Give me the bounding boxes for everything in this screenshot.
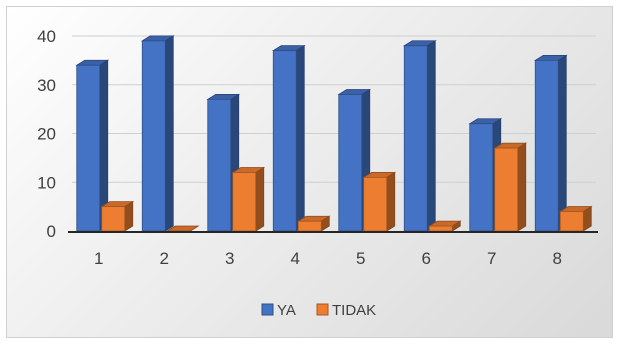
x-tick-label: 5: [356, 249, 365, 268]
y-tick-label: 20: [37, 125, 56, 144]
y-tick-label: 10: [37, 173, 56, 192]
x-tick-label: 2: [160, 249, 169, 268]
bar-ya-3: [206, 93, 241, 232]
y-axis-tick-labels: 0 10 20 30 40: [37, 27, 56, 241]
bars: [75, 35, 593, 232]
bar-tidak-8: [558, 205, 593, 232]
bar-tidak-3: [231, 166, 266, 232]
bar-ya-2: [140, 35, 175, 232]
bar-ya-1: [75, 59, 110, 232]
y-tick-label: 40: [37, 27, 56, 46]
bar-ya-8: [533, 54, 568, 232]
legend-swatch-ya: [261, 303, 274, 316]
legend-label-tidak: TIDAK: [332, 302, 376, 319]
legend: YA TIDAK: [261, 302, 376, 319]
x-axis-tick-labels: 1 2 3 4 5 6 7 8: [94, 249, 562, 268]
bar-tidak-1: [100, 200, 135, 232]
bar-ya-4: [271, 44, 306, 232]
bar-tidak-4: [296, 215, 331, 232]
x-tick-label: 3: [225, 249, 234, 268]
x-tick-label: 4: [291, 249, 300, 268]
bar-ya-6: [402, 40, 437, 232]
y-tick-label: 0: [47, 222, 56, 241]
bar-tidak-5: [362, 171, 397, 232]
x-tick-label: 7: [487, 249, 496, 268]
x-tick-label: 8: [553, 249, 562, 268]
bar-tidak-7: [493, 142, 528, 232]
x-tick-label: 1: [94, 249, 103, 268]
y-tick-label: 30: [37, 76, 56, 95]
x-tick-label: 6: [422, 249, 431, 268]
legend-label-ya: YA: [277, 302, 296, 319]
legend-swatch-tidak: [316, 303, 329, 316]
bar-tidak-6: [427, 220, 462, 232]
